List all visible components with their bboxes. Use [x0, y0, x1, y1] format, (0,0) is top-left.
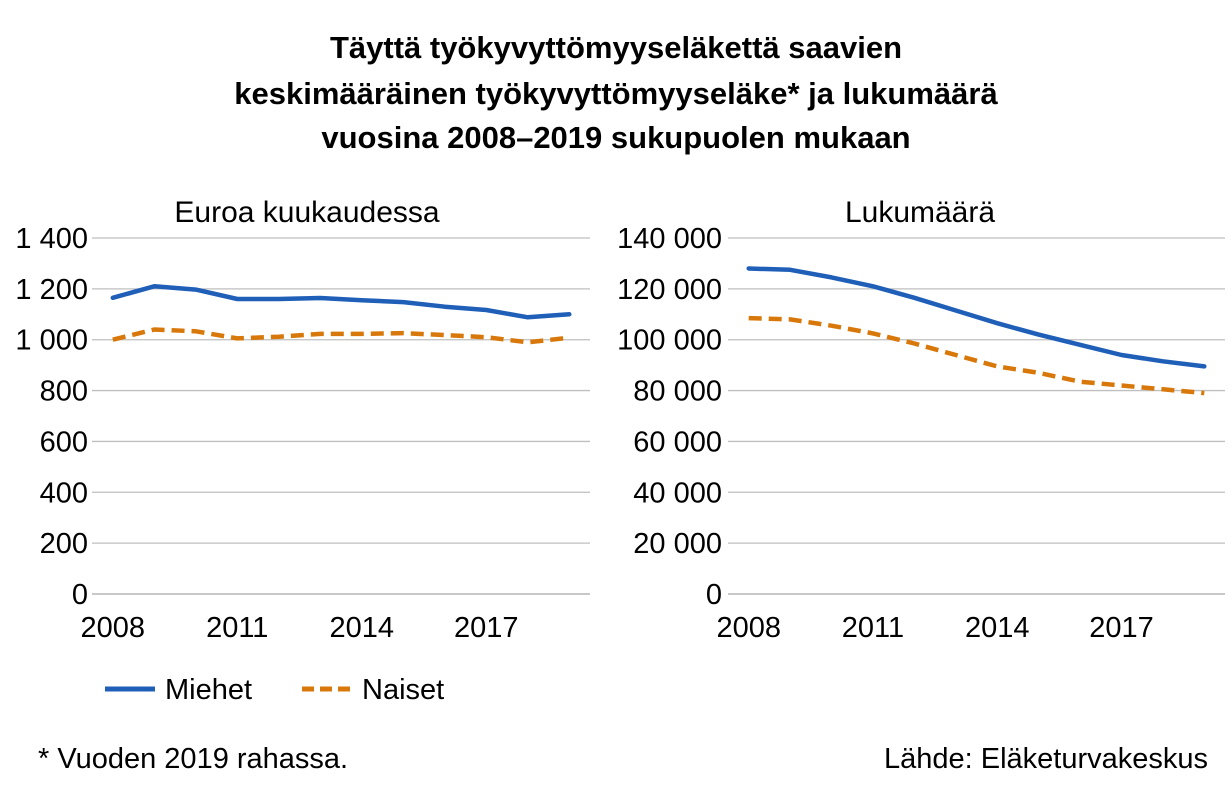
- panel-count: Lukumäärä 0 20 000 40 000 60 000 80 000 100 00…: [617, 196, 1225, 644]
- chart-title-line-3: vuosina 2008–2019 sukupuolen mukaan: [321, 120, 910, 155]
- y-tick-label: 1 400: [15, 223, 88, 255]
- y-tick-label: 600: [40, 426, 88, 458]
- panel-title: Lukumäärä: [845, 196, 995, 229]
- chart-title-line-2: keskimääräinen työkyvyttömyyseläke* ja l…: [234, 76, 998, 111]
- x-tick-label: 2008: [716, 612, 781, 644]
- y-tick-label: 200: [40, 528, 88, 560]
- legend-label-naiset: Naiset: [362, 674, 444, 706]
- x-tick-label: 2011: [206, 612, 268, 644]
- x-tick-label: 2011: [842, 612, 904, 644]
- y-tick-label: 0: [72, 579, 88, 611]
- x-tick-label: 2017: [1089, 612, 1154, 644]
- source-note: Lähde: Eläketurvakeskus: [884, 743, 1208, 775]
- y-tick-label: 120 000: [617, 274, 722, 306]
- y-tick-label: 40 000: [633, 477, 722, 509]
- y-tick-label: 80 000: [633, 376, 722, 408]
- y-tick-label: 1 000: [15, 325, 88, 357]
- y-tick-label: 140 000: [617, 223, 722, 255]
- y-tick-label: 800: [40, 376, 88, 408]
- panel-euros: Euroa kuukaudessa 0 200 400 600 800 1 000 1 200…: [15, 196, 590, 644]
- series-line-miehet: [746, 266, 1207, 369]
- series-line-naiset: [748, 315, 1205, 396]
- series-line-miehet: [110, 284, 572, 320]
- x-tick-label: 2014: [965, 612, 1030, 644]
- series-line-naiset: [112, 327, 570, 345]
- x-tick-label: 2017: [454, 612, 519, 644]
- y-tick-label: 400: [40, 477, 88, 509]
- x-tick-label: 2014: [329, 612, 394, 644]
- legend: Miehet Naiset: [105, 674, 444, 706]
- y-tick-label: 100 000: [617, 325, 722, 357]
- panel-title: Euroa kuukaudessa: [174, 196, 439, 229]
- chart-title-line-1: Täyttä työkyvyttömyyseläkettä saavien: [330, 30, 902, 65]
- y-tick-label: 20 000: [633, 528, 722, 560]
- y-tick-label: 60 000: [633, 426, 722, 458]
- footnote: * Vuoden 2019 rahassa.: [38, 743, 348, 775]
- y-tick-label: 1 200: [15, 274, 88, 306]
- x-tick-label: 2008: [80, 612, 145, 644]
- y-tick-label: 0: [706, 579, 722, 611]
- legend-label-miehet: Miehet: [165, 674, 252, 706]
